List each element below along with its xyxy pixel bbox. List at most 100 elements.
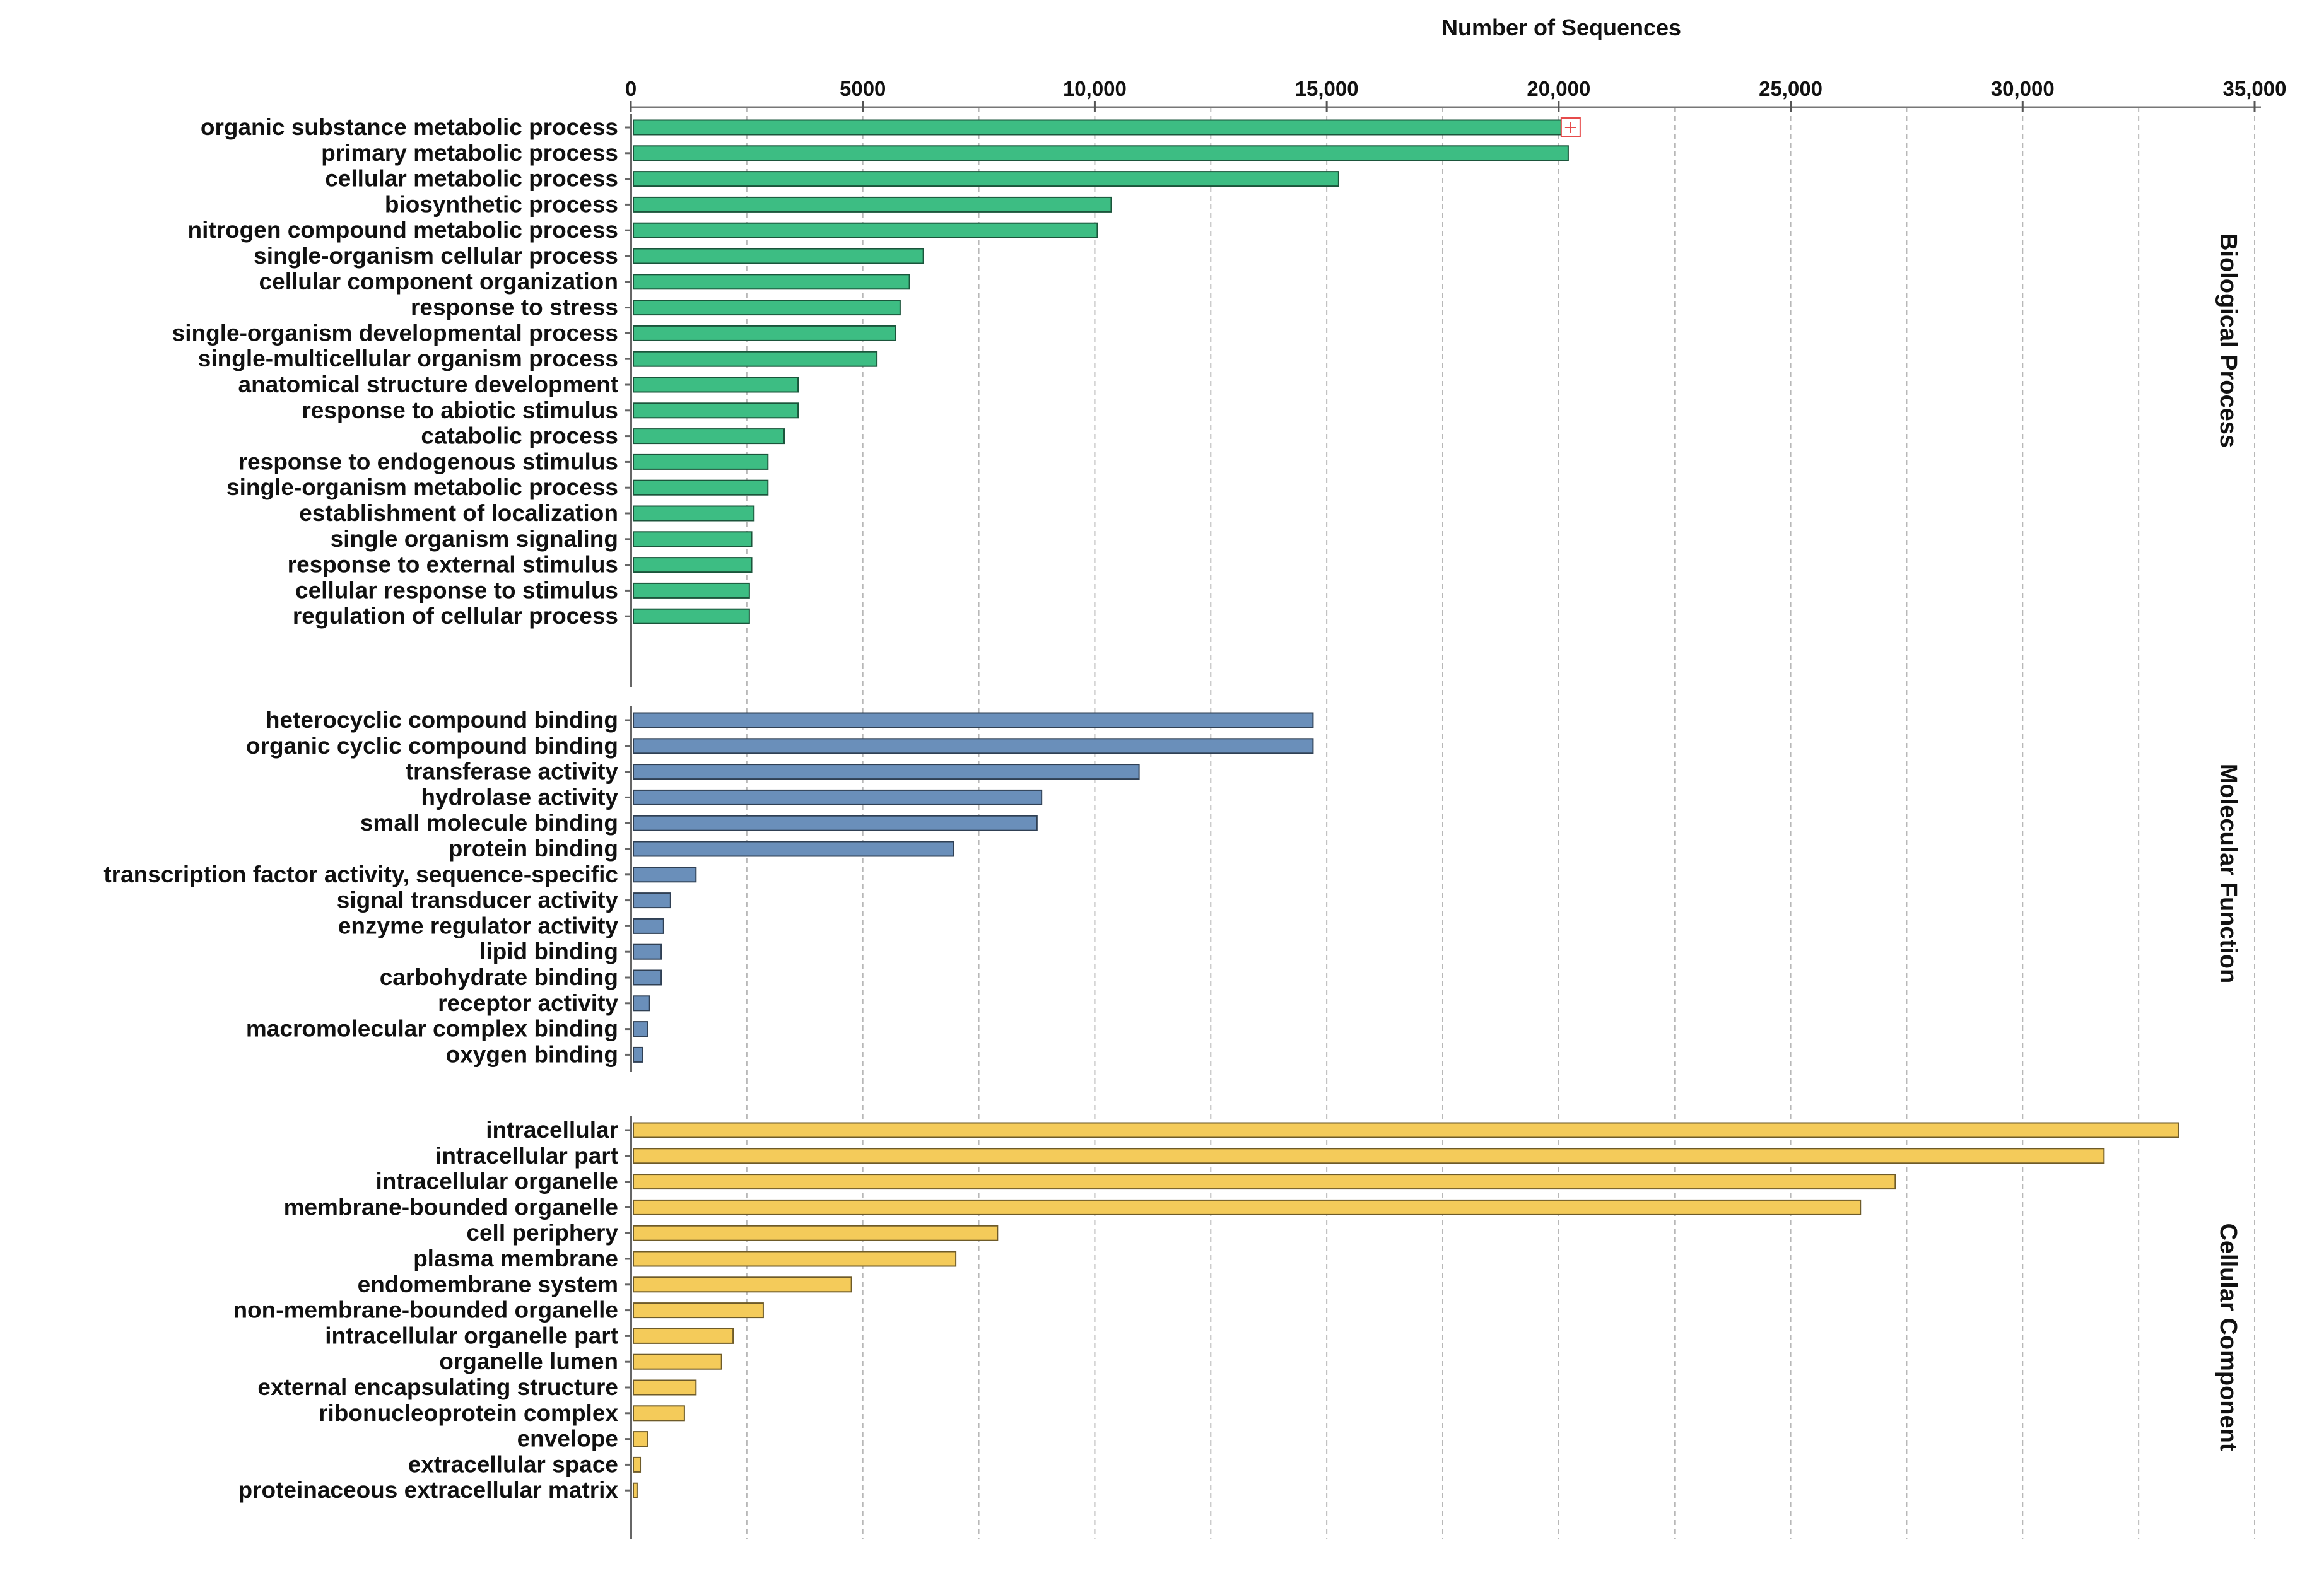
panel-title: Molecular Function xyxy=(2215,764,2241,983)
category-label: single-organism metabolic process xyxy=(226,474,618,500)
bar xyxy=(633,1431,648,1447)
category-label: single organism signaling xyxy=(331,526,618,552)
bar xyxy=(633,377,799,393)
bar xyxy=(633,479,769,496)
bar xyxy=(633,1276,852,1293)
bar xyxy=(633,841,954,857)
bar xyxy=(633,995,650,1012)
bar xyxy=(633,867,697,883)
category-label: single-multicellular organism process xyxy=(198,346,618,371)
bar xyxy=(633,969,662,986)
category-label: response to external stimulus xyxy=(288,552,618,578)
category-label: intracellular xyxy=(486,1117,618,1143)
category-label: cellular component organization xyxy=(259,269,618,295)
category-label: single-organism cellular process xyxy=(254,243,618,269)
category-label: plasma membrane xyxy=(413,1246,618,1271)
x-tick-label: 0 xyxy=(625,77,637,100)
category-label: envelope xyxy=(517,1426,618,1452)
category-label: endomembrane system xyxy=(358,1271,618,1297)
bar xyxy=(633,119,1562,136)
category-label: membrane-bounded organelle xyxy=(284,1194,618,1220)
category-label: primary metabolic process xyxy=(321,140,618,166)
bar xyxy=(633,582,750,599)
category-label: transcription factor activity, sequence-… xyxy=(103,862,618,887)
bar xyxy=(633,453,769,470)
category-label: anatomical structure development xyxy=(238,371,618,397)
grid-layer xyxy=(746,107,2255,1539)
bar xyxy=(633,1353,722,1370)
category-label: enzyme regulator activity xyxy=(338,913,619,938)
bar xyxy=(633,1405,685,1422)
bar xyxy=(633,1225,999,1241)
x-tick-label: 20,000 xyxy=(1527,77,1590,100)
category-label: organic substance metabolic process xyxy=(201,114,618,140)
bar xyxy=(633,918,664,934)
bar xyxy=(633,1122,2179,1138)
bar xyxy=(633,1174,1896,1190)
category-label: non-membrane-bounded organelle xyxy=(233,1297,618,1323)
bar xyxy=(633,428,785,445)
category-label: organelle lumen xyxy=(439,1348,618,1374)
category-label: response to endogenous stimulus xyxy=(238,448,618,474)
bar xyxy=(633,505,755,522)
bar xyxy=(633,789,1043,805)
category-label: catabolic process xyxy=(421,423,618,449)
category-label: ribonucleoprotein complex xyxy=(319,1400,618,1426)
bar xyxy=(633,1148,2105,1164)
category-label: lipid binding xyxy=(479,938,618,964)
category-label: cellular response to stimulus xyxy=(295,577,618,603)
category-label: establishment of localization xyxy=(299,500,618,526)
bar xyxy=(633,325,896,341)
category-label: cell periphery xyxy=(466,1220,618,1246)
category-label: oxygen binding xyxy=(446,1041,618,1067)
bar xyxy=(633,248,924,264)
category-label: intracellular part xyxy=(435,1143,618,1169)
category-label: single-organism developmental process xyxy=(172,320,618,346)
category-label: receptor activity xyxy=(438,990,618,1016)
category-label: heterocyclic compound binding xyxy=(266,707,618,733)
bar xyxy=(633,1328,734,1344)
x-tick-label: 35,000 xyxy=(2223,77,2287,100)
bar xyxy=(633,1046,643,1063)
x-tick-label: 10,000 xyxy=(1063,77,1127,100)
panel-title: Biological Process xyxy=(2215,233,2241,448)
bar xyxy=(633,402,799,419)
bar xyxy=(633,1021,648,1037)
x-tick-label: 25,000 xyxy=(1759,77,1822,100)
bar-expand-marker[interactable] xyxy=(1560,117,1581,137)
category-label: cellular metabolic process xyxy=(325,166,618,192)
bar xyxy=(633,943,662,960)
bar xyxy=(633,738,1314,754)
bar xyxy=(633,764,1140,780)
x-tick-label: 5000 xyxy=(840,77,886,100)
category-label: extracellular space xyxy=(408,1451,618,1477)
bar xyxy=(633,531,753,547)
category-label: regulation of cellular process xyxy=(293,603,618,629)
category-label: biosynthetic process xyxy=(385,191,618,217)
bar xyxy=(633,815,1038,831)
category-label: intracellular organelle xyxy=(375,1169,618,1195)
bar xyxy=(633,892,671,909)
category-label: signal transducer activity xyxy=(337,887,619,913)
bar xyxy=(633,351,878,367)
x-axis: Number of Sequences 0 5000 10,000 15,000 20,… xyxy=(625,15,2287,112)
bar xyxy=(633,274,910,290)
category-label: small molecule binding xyxy=(360,810,618,836)
category-label: response to abiotic stimulus xyxy=(302,397,618,423)
category-label: macromolecular complex binding xyxy=(246,1016,618,1042)
bar xyxy=(633,171,1339,187)
category-label: hydrolase activity xyxy=(421,784,618,810)
category-label: response to stress xyxy=(411,295,618,320)
bar xyxy=(633,1199,1862,1215)
panel-title: Cellular Component xyxy=(2215,1223,2241,1451)
x-tick-label: 15,000 xyxy=(1295,77,1359,100)
bar xyxy=(633,1379,697,1396)
bar xyxy=(633,608,750,624)
bar xyxy=(633,1456,642,1473)
bar xyxy=(633,557,753,573)
category-label: transferase activity xyxy=(406,759,619,785)
category-label: carbohydrate binding xyxy=(380,964,618,990)
category-label: nitrogen compound metabolic process xyxy=(187,217,618,243)
